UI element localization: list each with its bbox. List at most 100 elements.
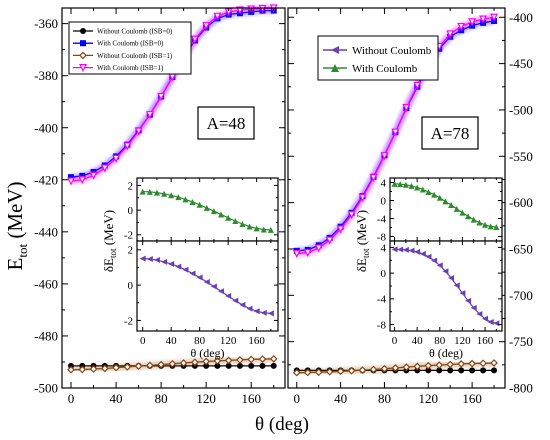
data-point	[203, 278, 210, 285]
data-point	[465, 213, 472, 220]
data-point	[79, 172, 86, 179]
legend-marker	[79, 51, 87, 60]
data-point	[89, 365, 98, 373]
data-point	[408, 247, 415, 254]
y-tick-label: 2	[128, 245, 134, 257]
inset-background	[137, 241, 278, 331]
data-point	[336, 225, 345, 234]
data-point	[248, 362, 255, 369]
data-point	[100, 364, 109, 373]
data-point	[414, 248, 421, 255]
x-tick-label: 160	[477, 335, 494, 347]
data-point	[191, 358, 199, 367]
data-point	[253, 225, 260, 232]
data-point	[292, 368, 301, 377]
data-point	[424, 361, 433, 370]
panel-inset-right-top: -8 -4 0 4	[377, 177, 503, 243]
data-point	[112, 363, 120, 372]
legend-entry: With Coulomb (ISB=0)	[73, 40, 164, 48]
data-point	[402, 363, 411, 371]
data-point	[465, 297, 472, 304]
inset-y-axis-label-main: δE	[101, 258, 116, 272]
legend-entry: Without Coulomb (ISB=1)	[73, 51, 173, 60]
x-tick-label: 120	[454, 335, 471, 347]
x-tick-label: 80	[194, 335, 206, 347]
y-tick-label: 0	[128, 205, 134, 217]
data-point	[487, 319, 494, 325]
inset-x-axis-label: θ (deg)	[429, 346, 463, 360]
data-point	[196, 201, 203, 208]
series-2	[67, 355, 278, 374]
data-point	[303, 368, 312, 377]
data-point	[267, 226, 274, 233]
data-point	[202, 22, 211, 31]
data-point	[153, 257, 160, 264]
y-tick-label: -4	[377, 294, 387, 306]
data-point	[303, 249, 312, 258]
data-point	[182, 266, 189, 273]
data-point	[145, 111, 154, 120]
data-point	[161, 258, 168, 265]
data-point	[68, 174, 75, 181]
data-point	[213, 12, 222, 21]
axes-frame	[136, 240, 279, 332]
data-point	[189, 198, 196, 205]
data-point	[314, 244, 323, 253]
data-point	[391, 128, 400, 137]
data-point	[210, 283, 217, 290]
data-point	[476, 219, 483, 226]
inset-background	[390, 241, 502, 331]
y-tick-label: -450	[509, 56, 533, 71]
data-point	[246, 223, 253, 230]
x-tick-label: 160	[248, 335, 265, 347]
data-point	[448, 202, 455, 208]
x-tick-label: 0	[68, 391, 75, 406]
data-point	[468, 359, 476, 368]
data-point	[225, 362, 232, 369]
data-point	[479, 15, 488, 24]
data-point	[402, 246, 409, 253]
annotation-box	[421, 116, 479, 150]
legend-entry: Without Coulomb	[323, 45, 432, 57]
y-tick-label: -400	[509, 10, 533, 25]
data-point	[232, 217, 239, 224]
data-point	[457, 360, 466, 368]
data-point	[190, 35, 199, 44]
panel-main-left: 0 40 80 120 160 -500 -480 -460 -440 -420 -400 -380 -…	[34, 4, 286, 406]
data-point	[236, 362, 243, 369]
data-point	[112, 154, 121, 163]
data-point	[470, 216, 477, 223]
x-tick-label: 120	[419, 391, 439, 406]
data-point	[161, 190, 168, 197]
series-0	[391, 246, 500, 327]
data-point	[218, 288, 225, 295]
x-tick-label: 120	[220, 335, 237, 347]
data-point	[153, 189, 160, 196]
data-point	[448, 274, 455, 281]
data-point	[139, 188, 146, 195]
data-point	[213, 357, 222, 365]
series-0	[391, 180, 500, 231]
data-point	[239, 301, 246, 308]
inset-y-axis-label-unit: (MeV)	[101, 210, 116, 249]
data-point	[123, 142, 132, 151]
data-point	[78, 176, 87, 185]
inset-y-axis-label-sub: tot	[108, 248, 118, 258]
data-point	[442, 198, 449, 205]
y-tick-label: 0	[128, 280, 134, 292]
data-point	[123, 363, 132, 371]
data-point	[253, 308, 260, 315]
data-point	[442, 268, 449, 275]
y-axis-label-sub: tot	[15, 244, 30, 258]
data-point	[175, 194, 182, 201]
data-point	[436, 367, 443, 374]
legend-box	[317, 35, 439, 81]
data-point	[260, 226, 267, 233]
data-point	[480, 367, 487, 374]
y-tick-label: -550	[509, 149, 533, 164]
data-point	[267, 310, 274, 317]
series-2	[292, 359, 498, 377]
y-tick-label: -460	[34, 276, 58, 291]
data-point	[146, 188, 153, 195]
legend-label: Without Coulomb (ISB=0)	[97, 28, 173, 36]
